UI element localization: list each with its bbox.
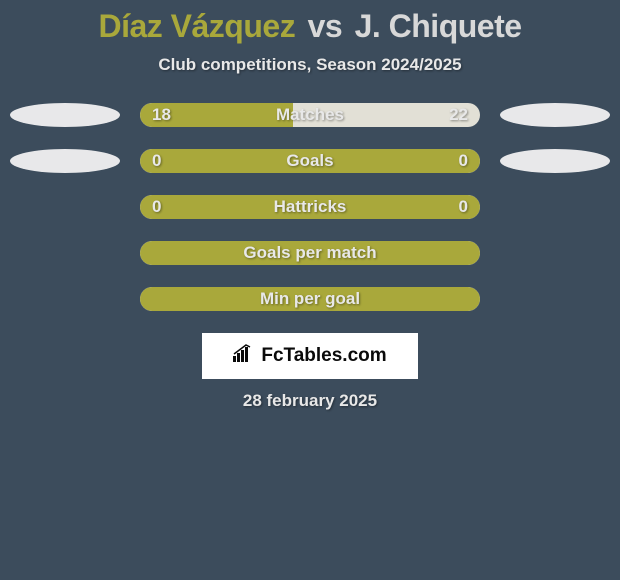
logo-text: FcTables.com xyxy=(261,345,386,367)
stat-bar: 18 Matches 22 xyxy=(140,103,480,127)
comparison-infographic: Díaz Vázquez vs J. Chiquete Club competi… xyxy=(0,0,620,411)
stat-label: Matches xyxy=(276,105,344,125)
stat-label: Goals per match xyxy=(243,243,376,263)
stat-row: 18 Matches 22 xyxy=(0,103,620,127)
spacer xyxy=(0,287,120,311)
stat-bar: Goals per match xyxy=(140,241,480,265)
stat-row: 0 Hattricks 0 xyxy=(0,195,620,219)
vs-text: vs xyxy=(308,8,343,44)
stat-bar: Min per goal xyxy=(140,287,480,311)
player1-avatar-placeholder xyxy=(10,103,120,127)
stat-value-right: 0 xyxy=(459,151,468,171)
chart-icon xyxy=(233,344,255,368)
stat-value-left: 18 xyxy=(152,105,171,125)
player1-name: Díaz Vázquez xyxy=(98,8,295,44)
spacer xyxy=(0,241,120,265)
spacer xyxy=(500,195,620,219)
player2-avatar-placeholder xyxy=(500,149,610,173)
stat-value-left: 0 xyxy=(152,197,161,217)
date-text: 28 february 2025 xyxy=(0,391,620,411)
logo: FcTables.com xyxy=(233,344,386,368)
stat-label: Goals xyxy=(286,151,333,171)
player1-avatar-placeholder xyxy=(10,149,120,173)
stat-row: Min per goal xyxy=(0,287,620,311)
stat-bar: 0 Hattricks 0 xyxy=(140,195,480,219)
stat-row: Goals per match xyxy=(0,241,620,265)
player2-name: J. Chiquete xyxy=(355,8,522,44)
stat-row: 0 Goals 0 xyxy=(0,149,620,173)
spacer xyxy=(0,195,120,219)
stats-list: 18 Matches 22 0 Goals 0 0 Hattricks 0 Goals per m… xyxy=(0,103,620,311)
stat-bar: 0 Goals 0 xyxy=(140,149,480,173)
subtitle: Club competitions, Season 2024/2025 xyxy=(0,55,620,75)
player2-avatar-placeholder xyxy=(500,103,610,127)
stat-label: Min per goal xyxy=(260,289,360,309)
spacer xyxy=(500,287,620,311)
stat-value-right: 22 xyxy=(449,105,468,125)
stat-value-left: 0 xyxy=(152,151,161,171)
stat-label: Hattricks xyxy=(274,197,347,217)
spacer xyxy=(500,241,620,265)
logo-box: FcTables.com xyxy=(202,333,418,379)
stat-value-right: 0 xyxy=(459,197,468,217)
page-title: Díaz Vázquez vs J. Chiquete xyxy=(0,8,620,45)
